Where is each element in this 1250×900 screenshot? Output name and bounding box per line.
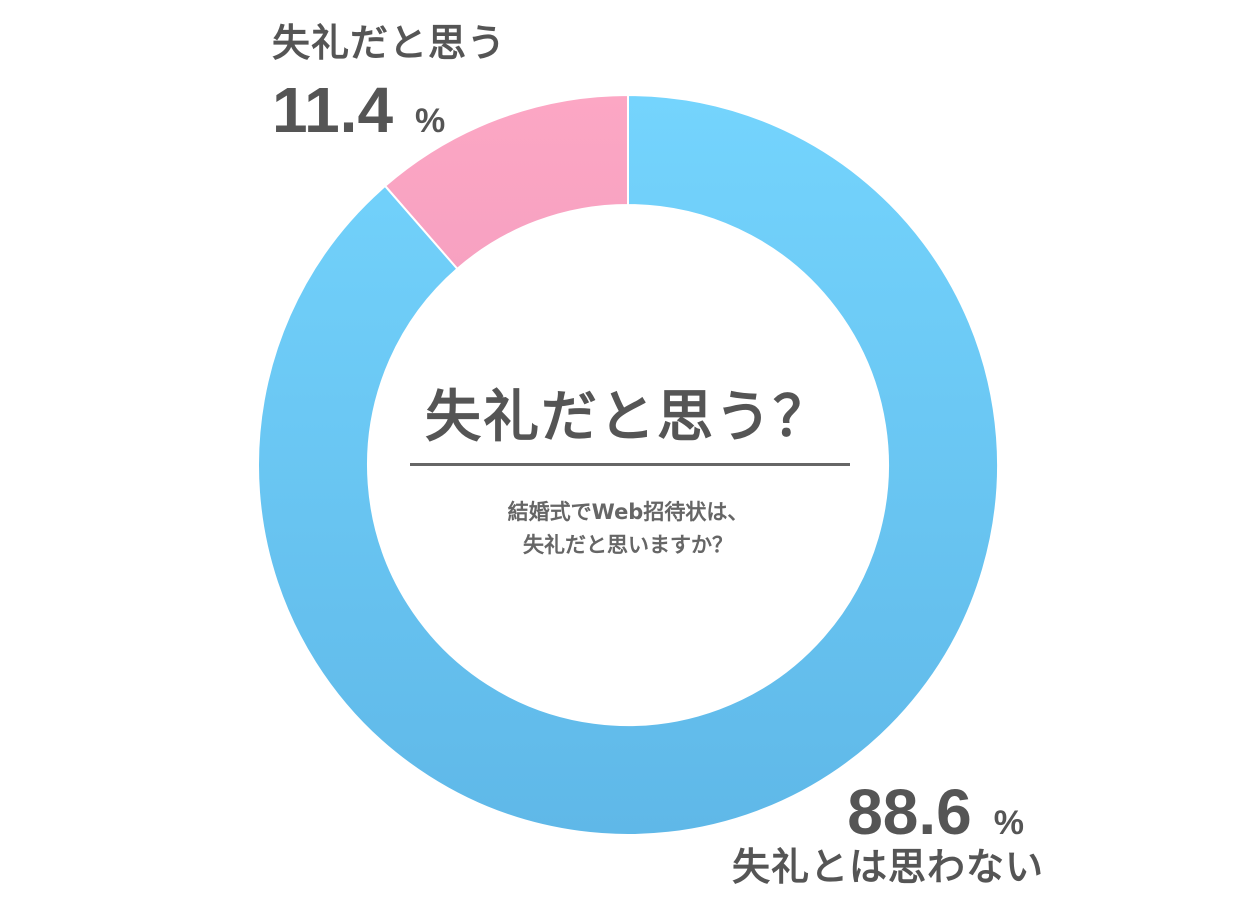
slice-label-name-a: 失礼だと思う bbox=[272, 21, 507, 65]
chart-subtitle: 結婚式でWeb招待状は、 失礼だと思いますか？ bbox=[508, 496, 749, 562]
donut-slice-shitsurei-to-wa-omowanai bbox=[257, 93, 999, 836]
percent-unit-b: % bbox=[993, 804, 1024, 842]
slice-value-label-b: 88.6% bbox=[847, 780, 1024, 844]
slice-value-a: 11.4 bbox=[272, 74, 394, 146]
percent-unit-a: % bbox=[415, 102, 446, 140]
slice-label-name-b: 失礼とは思わない bbox=[731, 845, 1044, 889]
subtitle-line-2: 失礼だと思いますか？ bbox=[522, 533, 733, 557]
title-divider bbox=[410, 463, 850, 466]
subtitle-line-1: 結婚式でWeb招待状は、 bbox=[507, 500, 749, 524]
slice-value-label-a: 11.4% bbox=[272, 78, 445, 142]
chart-title: 失礼だと思う？ bbox=[425, 385, 831, 450]
slice-value-b: 88.6 bbox=[847, 776, 972, 848]
